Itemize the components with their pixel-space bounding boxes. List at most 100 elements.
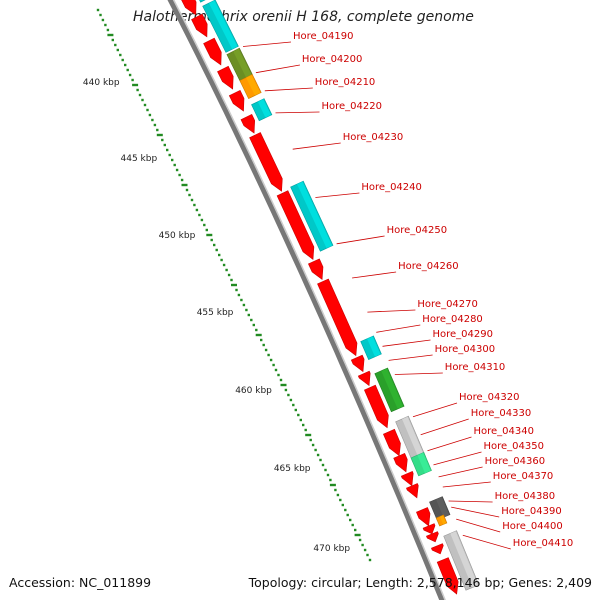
scale-major-tick (255, 333, 262, 337)
gene-label-track: Hore_04190 Hore_04200 Hore_04210 Hore_04220… (242, 31, 573, 550)
genome-backbone (167, 0, 446, 600)
scale-tick-label: 440 kbp (83, 78, 120, 88)
scale-minor-tick (240, 298, 243, 302)
scale-major-tick (231, 283, 237, 287)
gene-feature (360, 335, 382, 360)
gene-feature (217, 65, 234, 90)
gene-feature (383, 428, 401, 457)
scale-minor-tick (272, 363, 275, 367)
gene-feature (239, 73, 262, 100)
gene-label-text: Hore_04370 (493, 471, 554, 482)
gene-label: Hore_04380 (448, 491, 555, 503)
gene-label: Hore_04410 (462, 534, 573, 550)
gene-label: Hore_04200 (255, 54, 363, 74)
gene-label-text: Hore_04320 (459, 392, 520, 403)
scale-minor-tick (205, 228, 208, 232)
gene-label: Hore_04210 (264, 77, 375, 92)
scale-major-tick (354, 533, 361, 537)
scale-minor-tick (324, 468, 327, 472)
scale-tick-label: 465 kbp (274, 464, 311, 474)
scale-minor-tick (230, 278, 233, 282)
scale-minor-tick (277, 373, 280, 377)
gene-feature (228, 90, 245, 112)
scale-major-tick (181, 183, 188, 187)
scale-minor-tick (336, 493, 340, 497)
scale-minor-tick (126, 68, 129, 72)
scale-minor-tick (311, 443, 315, 447)
scale-minor-tick (349, 518, 352, 522)
scale-minor-tick (297, 413, 300, 417)
scale-minor-tick (344, 508, 347, 512)
gene-label-text: Hore_04240 (361, 182, 422, 193)
scale-major-tick (305, 433, 312, 437)
scale-minor-tick (363, 548, 367, 552)
scale-minor-tick (274, 368, 278, 372)
gene-label: Hore_04390 (451, 506, 562, 518)
scale-minor-tick (114, 43, 117, 47)
gene-label-text: Hore_04200 (302, 54, 363, 65)
scale-minor-tick (128, 73, 132, 77)
scale-tick-label: 470 kbp (313, 544, 350, 554)
scale-minor-tick (329, 478, 332, 482)
scale-minor-tick (237, 293, 241, 297)
scale-minor-tick (260, 338, 263, 342)
scale-minor-tick (148, 113, 152, 117)
gene-label-text: Hore_04270 (417, 299, 478, 310)
scale-minor-tick (166, 148, 169, 152)
scale-minor-tick (190, 198, 194, 202)
gene-label: Hore_04280 (376, 314, 483, 333)
gene-feature (422, 523, 436, 535)
gene-feature (357, 370, 371, 387)
gene-label: Hore_04290 (382, 329, 493, 347)
gene-feature (203, 37, 222, 66)
gene-label-text: Hore_04280 (422, 314, 483, 325)
gene-feature (410, 452, 432, 477)
scale-minor-tick (255, 328, 258, 332)
scale-minor-tick (242, 303, 246, 307)
scale-tick-label: 450 kbp (159, 231, 196, 241)
scale-minor-tick (151, 118, 154, 122)
scale-minor-tick (200, 218, 204, 222)
scale-minor-tick (101, 18, 105, 22)
gene-label: Hore_04330 (420, 408, 531, 436)
scale-minor-tick (180, 178, 184, 182)
scale-minor-tick (361, 543, 364, 547)
gene-feature (199, 0, 206, 3)
scale-minor-tick (131, 78, 134, 82)
scale-minor-tick (289, 398, 293, 402)
scale-minor-tick (299, 418, 302, 422)
gene-feature (181, 0, 197, 16)
gene-label: Hore_04310 (394, 362, 506, 375)
scale-minor-tick (235, 288, 238, 292)
scale-minor-tick (188, 193, 191, 197)
topology-summary: Topology: circular; Length: 2,578,146 bp… (248, 575, 592, 590)
gene-label-text: Hore_04220 (322, 101, 383, 112)
gene-label-text: Hore_04380 (495, 491, 555, 502)
scale-minor-tick (341, 503, 344, 507)
scale-minor-tick (143, 103, 147, 107)
gene-feature (317, 278, 358, 357)
gene-feature (276, 190, 315, 260)
scale-minor-tick (215, 248, 218, 252)
scale-minor-tick (368, 558, 372, 562)
gene-feature (400, 471, 414, 487)
gene-feature (429, 496, 451, 521)
scale-minor-tick (171, 158, 174, 162)
scale-minor-tick (198, 213, 201, 217)
scale-minor-tick (304, 428, 307, 432)
gene-label: Hore_04320 (412, 392, 520, 418)
scale-minor-tick (111, 38, 114, 42)
feature-track (181, 0, 480, 595)
gene-feature (350, 354, 365, 373)
gene-label: Hore_04240 (315, 182, 422, 198)
scale-minor-tick (279, 378, 283, 382)
scale-minor-tick (358, 538, 362, 542)
scale-minor-tick (161, 138, 164, 142)
scale-major-tick (107, 33, 114, 37)
gene-label: Hore_04300 (388, 344, 495, 361)
gene-label-text: Hore_04260 (398, 261, 459, 272)
gene-label-text: Hore_04310 (445, 362, 506, 373)
scale-minor-tick (334, 488, 337, 492)
scale-minor-tick (250, 318, 253, 322)
gene-feature (431, 543, 444, 555)
